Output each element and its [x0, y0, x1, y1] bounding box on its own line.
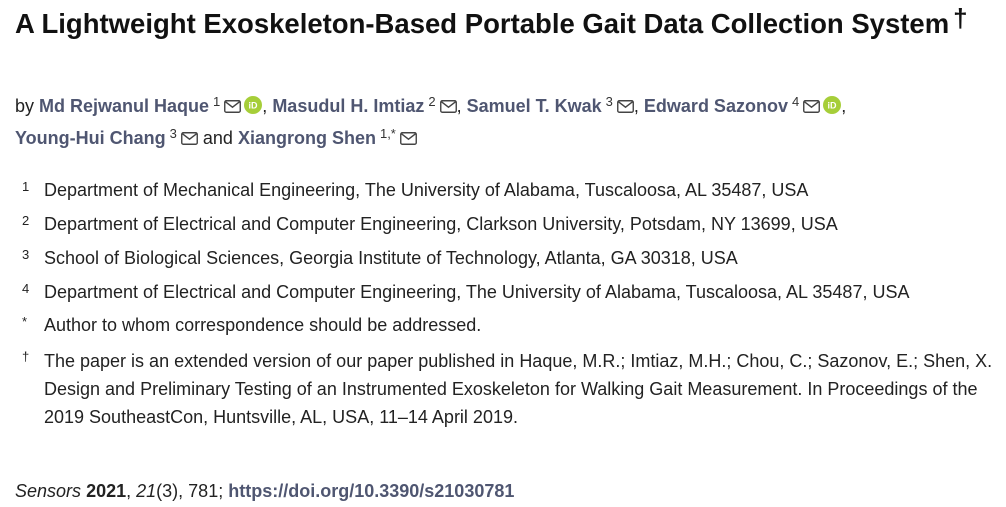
paper-title: A Lightweight Exoskeleton-Based Portable…: [15, 3, 995, 42]
svg-text:iD: iD: [828, 101, 838, 111]
mail-icon[interactable]: [616, 93, 634, 123]
author-affil-sup: 2: [428, 94, 436, 109]
citation-line: Sensors 2021, 21(3), 781; https://doi.or…: [15, 481, 515, 501]
author-affil-sup: 4: [791, 94, 800, 109]
affiliation-item: 4 Department of Electrical and Computer …: [22, 280, 1002, 305]
title-dagger-mark: †: [953, 3, 968, 33]
orcid-icon[interactable]: iD: [823, 94, 842, 124]
affiliation-text: The paper is an extended version of our …: [44, 351, 993, 427]
author-affil-sup: 1,*: [379, 125, 396, 141]
title-text: A Lightweight Exoskeleton-Based Portable…: [15, 8, 950, 39]
orcid-icon[interactable]: iD: [244, 94, 263, 124]
mail-icon[interactable]: [439, 93, 457, 123]
affiliation-item: 3 School of Biological Sciences, Georgia…: [22, 246, 1002, 271]
author-separator: ,: [841, 96, 847, 116]
affiliation-text: School of Biological Sciences, Georgia I…: [44, 248, 738, 268]
citation-page: 781: [188, 481, 219, 501]
mail-icon[interactable]: [399, 125, 417, 155]
citation-year: 2021: [86, 481, 127, 501]
author-link[interactable]: Xiangrong Shen: [237, 127, 376, 148]
affiliation-mark: *: [22, 314, 28, 329]
mail-icon[interactable]: [224, 93, 242, 123]
affiliation-mark: 4: [22, 281, 30, 296]
author-link[interactable]: Edward Sazonov: [643, 96, 788, 116]
affiliation-mark: 2: [22, 213, 30, 228]
mail-icon[interactable]: [180, 125, 198, 155]
doi-link[interactable]: https://doi.org/10.3390/s21030781: [228, 481, 515, 501]
author-separator: ,: [456, 96, 462, 116]
affiliation-item: 2 Department of Electrical and Computer …: [22, 212, 1002, 237]
affiliation-item: * Author to whom correspondence should b…: [22, 313, 1002, 338]
author-affil-sup: 3: [605, 94, 613, 109]
svg-text:iD: iD: [249, 101, 259, 111]
author-link[interactable]: Md Rejwanul Haque: [39, 96, 210, 116]
citation-issue: (3): [156, 481, 179, 501]
affiliation-list: 1 Department of Mechanical Engineering, …: [22, 178, 1002, 427]
author-link[interactable]: Samuel T. Kwak: [466, 96, 602, 116]
author-separator: ,: [262, 96, 268, 116]
author-separator: ,: [633, 96, 639, 116]
affiliation-mark: 3: [22, 247, 30, 262]
author-link[interactable]: Young-Hui Chang: [15, 127, 166, 148]
authors-prefix: by: [15, 96, 35, 116]
author-link[interactable]: Masudul H. Imtiaz: [272, 96, 425, 116]
author-affil-sup: 1: [213, 94, 221, 109]
affiliation-text: Department of Electrical and Computer En…: [44, 282, 910, 302]
author-list: by Md Rejwanul Haque 1 iD, Masudul H. Imti…: [15, 92, 1000, 154]
author-affil-sup: 3: [169, 125, 177, 141]
affiliation-text: Department of Mechanical Engineering, Th…: [44, 180, 809, 200]
mail-icon[interactable]: [803, 93, 821, 123]
affiliation-text: Author to whom correspondence should be …: [44, 315, 482, 335]
affiliation-text: Department of Electrical and Computer En…: [44, 214, 838, 234]
author-separator: and: [202, 127, 233, 148]
affiliation-mark: †: [22, 349, 30, 364]
citation-journal: Sensors: [15, 481, 82, 501]
affiliation-mark: 1: [22, 179, 30, 194]
affiliation-item: 1 Department of Mechanical Engineering, …: [22, 178, 1002, 203]
affiliation-item: † The paper is an extended version of ou…: [22, 347, 1002, 431]
citation-volume: 21: [136, 481, 157, 501]
